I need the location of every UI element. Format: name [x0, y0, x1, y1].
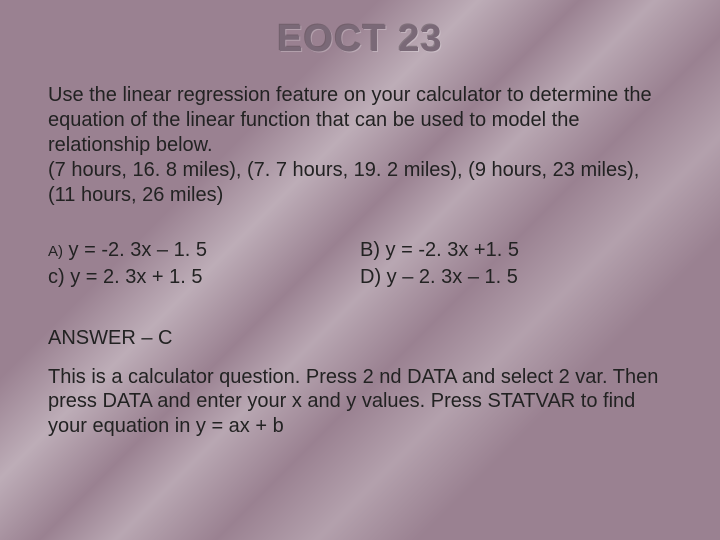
option-a: A) y = -2. 3x – 1. 5: [48, 238, 360, 263]
slide-content: Use the linear regression feature on you…: [0, 83, 720, 438]
option-c: c) y = 2. 3x + 1. 5: [48, 265, 360, 290]
option-a-label: A): [48, 243, 63, 260]
slide-title: EOCT 23: [0, 18, 720, 61]
answer-text: ANSWER – C: [48, 326, 672, 351]
option-b: B) y = -2. 3x +1. 5: [360, 238, 672, 263]
slide: EOCT 23 Use the linear regression featur…: [0, 0, 720, 540]
options-right-col: B) y = -2. 3x +1. 5 D) y – 2. 3x – 1. 5: [360, 238, 672, 292]
option-d: D) y – 2. 3x – 1. 5: [360, 265, 672, 290]
explanation-text: This is a calculator question. Press 2 n…: [48, 365, 672, 438]
options-row: A) y = -2. 3x – 1. 5 c) y = 2. 3x + 1. 5…: [48, 238, 672, 292]
question-text: Use the linear regression feature on you…: [48, 83, 672, 208]
option-a-text: y = -2. 3x – 1. 5: [63, 239, 207, 261]
options-left-col: A) y = -2. 3x – 1. 5 c) y = 2. 3x + 1. 5: [48, 238, 360, 292]
